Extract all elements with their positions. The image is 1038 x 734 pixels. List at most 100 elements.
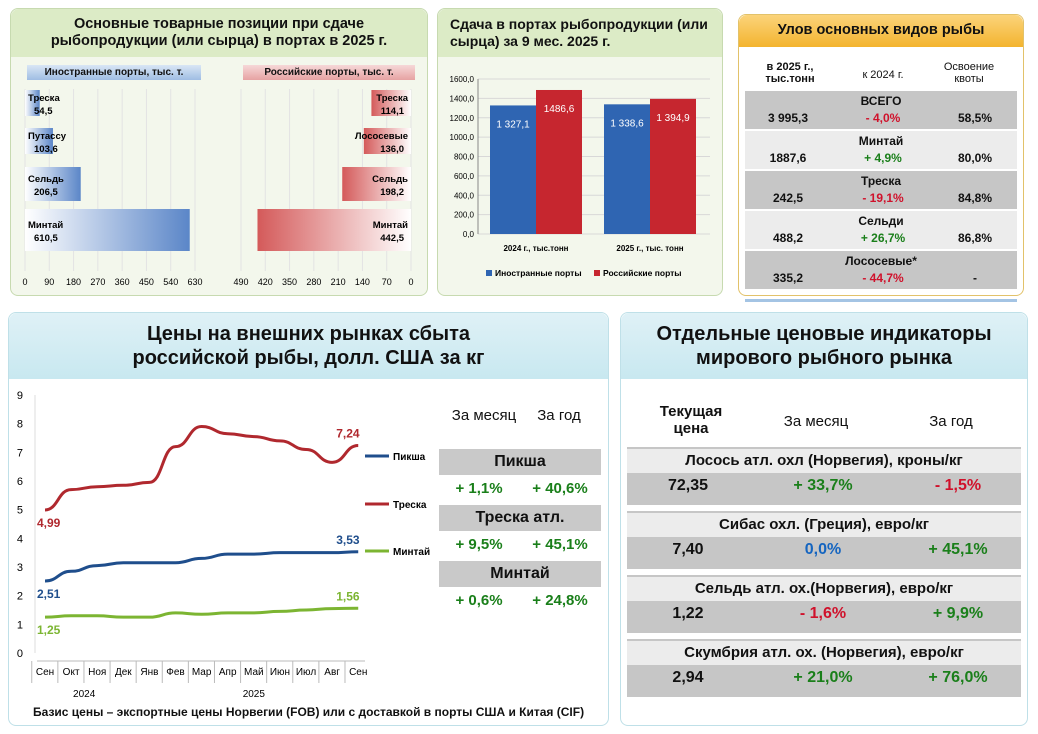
price-x-tick: Авг (324, 667, 340, 678)
world-row: Скумбрия атл. ох. (Норвегия), евро/кг 2,9… (627, 639, 1021, 697)
world-col-price: Текущая цена (659, 403, 723, 437)
left-tick-label: 180 (66, 277, 81, 287)
delivery-bar (604, 104, 650, 235)
foreign-bar (25, 167, 81, 201)
export-prices-panel: Цены на внешних рынках сбыта российской … (8, 312, 609, 726)
russian-bar (342, 167, 411, 201)
right-tick-label: 70 (382, 277, 392, 287)
catch-row-quota: 84,8% (957, 191, 993, 205)
delivery-bar-label: 1 338,6 (610, 118, 644, 129)
left-tick-label: 450 (139, 277, 154, 287)
world-row-month: + 21,0% (793, 669, 853, 686)
world-col-year: За год (929, 413, 973, 430)
delivery-y-tick: 400,0 (454, 191, 475, 200)
right-tick-label: 490 (233, 277, 248, 287)
price-y-tick: 7 (17, 447, 23, 459)
ports-delivery-panel: Сдача в портах рыбопродукции (или сырца)… (437, 8, 723, 296)
world-row-price: 1,22 (672, 605, 704, 622)
catch-bottom-divider (745, 299, 1017, 302)
foreign-ports-chart: 0 90 180 270 360 450 540 630 Треска 54,5 Путассу 10… (22, 89, 203, 287)
catch-header-change: к 2024 г. (862, 69, 904, 81)
catch-row-name: ВСЕГО (860, 94, 902, 108)
russian-bar-category: Сельдь (372, 174, 408, 185)
catch-row: Сельди 488,2 + 26,7% 86,8% (745, 211, 1017, 249)
catch-row: ВСЕГО 3 995,3 - 4,0% 58,5% (745, 91, 1017, 129)
world-row-month: - 1,6% (799, 605, 847, 622)
right-tick-label: 140 (355, 277, 370, 287)
foreign-bar-value: 103,6 (34, 144, 58, 155)
catch-row-value: 488,2 (772, 231, 804, 245)
catch-row-value: 1887,6 (769, 151, 807, 165)
catch-row-change: + 4,9% (864, 151, 902, 165)
delivery-bar (490, 105, 536, 234)
world-row-year: + 9,9% (932, 605, 984, 622)
world-row-name: Сельдь атл. ох.(Норвегия), евро/кг (627, 577, 1021, 601)
export-item-month: + 9,5% (455, 536, 503, 553)
price-series-line (44, 606, 359, 619)
price-y-tick: 1 (17, 619, 23, 631)
price-year-label: 2025 (243, 689, 266, 700)
right-tick-label: 0 (408, 277, 413, 287)
right-tick-label: 210 (331, 277, 346, 287)
price-y-tick: 3 (17, 562, 23, 574)
export-item-year: + 45,1% (532, 536, 588, 553)
price-x-tick: Ноя (88, 667, 106, 678)
export-col-year: За год (537, 407, 581, 424)
foreign-bar-value: 54,5 (34, 106, 53, 117)
right-tick-label: 280 (306, 277, 321, 287)
world-row-month: + 33,7% (793, 477, 853, 494)
russian-bar-value: 198,2 (380, 187, 404, 198)
russian-bar (371, 90, 411, 116)
foreign-bar-category: Сельдь (28, 174, 64, 185)
russian-bar-value: 136,0 (380, 144, 404, 155)
price-legend-label: Треска (393, 500, 427, 511)
left-tick-label: 360 (115, 277, 130, 287)
price-last-label: 1,56 (336, 589, 360, 603)
delivery-y-tick: 1200,0 (450, 114, 475, 123)
ports-positions-panel: Основные товарные позиции при сдаче рыбо… (10, 8, 428, 296)
delivery-y-tick: 200,0 (454, 211, 475, 220)
ports-delivery-chart: 0,0 200,0 400,0 600,0 800,0 1000,0 1200,0 1400,… (450, 75, 710, 278)
export-prices-title: Цены на внешних рынках сбыта российской … (9, 313, 608, 379)
russian-bar-category: Минтай (373, 220, 408, 231)
world-col-month: За месяц (783, 413, 849, 430)
ports-positions-title: Основные товарные позиции при сдаче рыбо… (11, 9, 427, 57)
world-row-name: Сибас охл. (Греция), евро/кг (627, 513, 1021, 537)
catch-row-value: 242,5 (772, 191, 804, 205)
left-tick-label: 270 (90, 277, 105, 287)
export-item-year: + 24,8% (532, 592, 588, 609)
price-first-label: 2,51 (37, 587, 61, 601)
catch-row-value: 3 995,3 (767, 111, 809, 125)
price-legend-label: Минтай (393, 547, 430, 558)
delivery-bar (536, 89, 582, 234)
price-last-label: 7,24 (336, 426, 360, 440)
price-y-tick: 6 (17, 476, 23, 488)
world-row-month: 0,0% (804, 541, 842, 558)
catch-row-name: Сельди (858, 214, 904, 228)
world-row-year: - 1,5% (934, 477, 982, 494)
delivery-bar-label: 1 394,9 (656, 113, 690, 124)
world-row-price: 72,35 (667, 477, 709, 494)
ports-bar-charts: 0 90 180 270 360 450 540 630 Треска 54,5 Путассу 10… (22, 89, 414, 287)
left-tick-label: 0 (22, 277, 27, 287)
left-tick-label: 540 (163, 277, 178, 287)
export-item-name: Минтай (439, 561, 601, 587)
world-row-name: Лосось атл. охл (Норвегия), кроны/кг (627, 449, 1021, 473)
catch-row: Минтай 1887,6 + 4,9% 80,0% (745, 131, 1017, 169)
catch-row-name: Лососевые* (845, 254, 917, 268)
export-item-name: Пикша (439, 449, 601, 475)
catch-row-change: + 26,7% (860, 231, 906, 245)
right-tick-label: 420 (258, 277, 273, 287)
delivery-legend-label: Иностранные порты (495, 268, 582, 278)
catch-header-quota: Освоение квоты (943, 61, 995, 85)
price-x-tick: Сен (349, 667, 367, 678)
right-tick-label: 350 (282, 277, 297, 287)
catch-row-change: - 44,7% (862, 271, 904, 285)
delivery-legend-swatch (594, 270, 600, 276)
price-last-label: 3,53 (336, 533, 360, 547)
export-item-month: + 1,1% (455, 480, 503, 497)
world-row-name: Скумбрия атл. ох. (Норвегия), евро/кг (627, 641, 1021, 665)
export-prices-chart: 0 1 2 3 4 5 6 7 8 9 Сен Окт Ноя Дек Янв Фев Мар Апр Май Июн… (17, 390, 430, 700)
export-col-month: За месяц (451, 407, 517, 424)
price-y-tick: 0 (17, 648, 23, 660)
